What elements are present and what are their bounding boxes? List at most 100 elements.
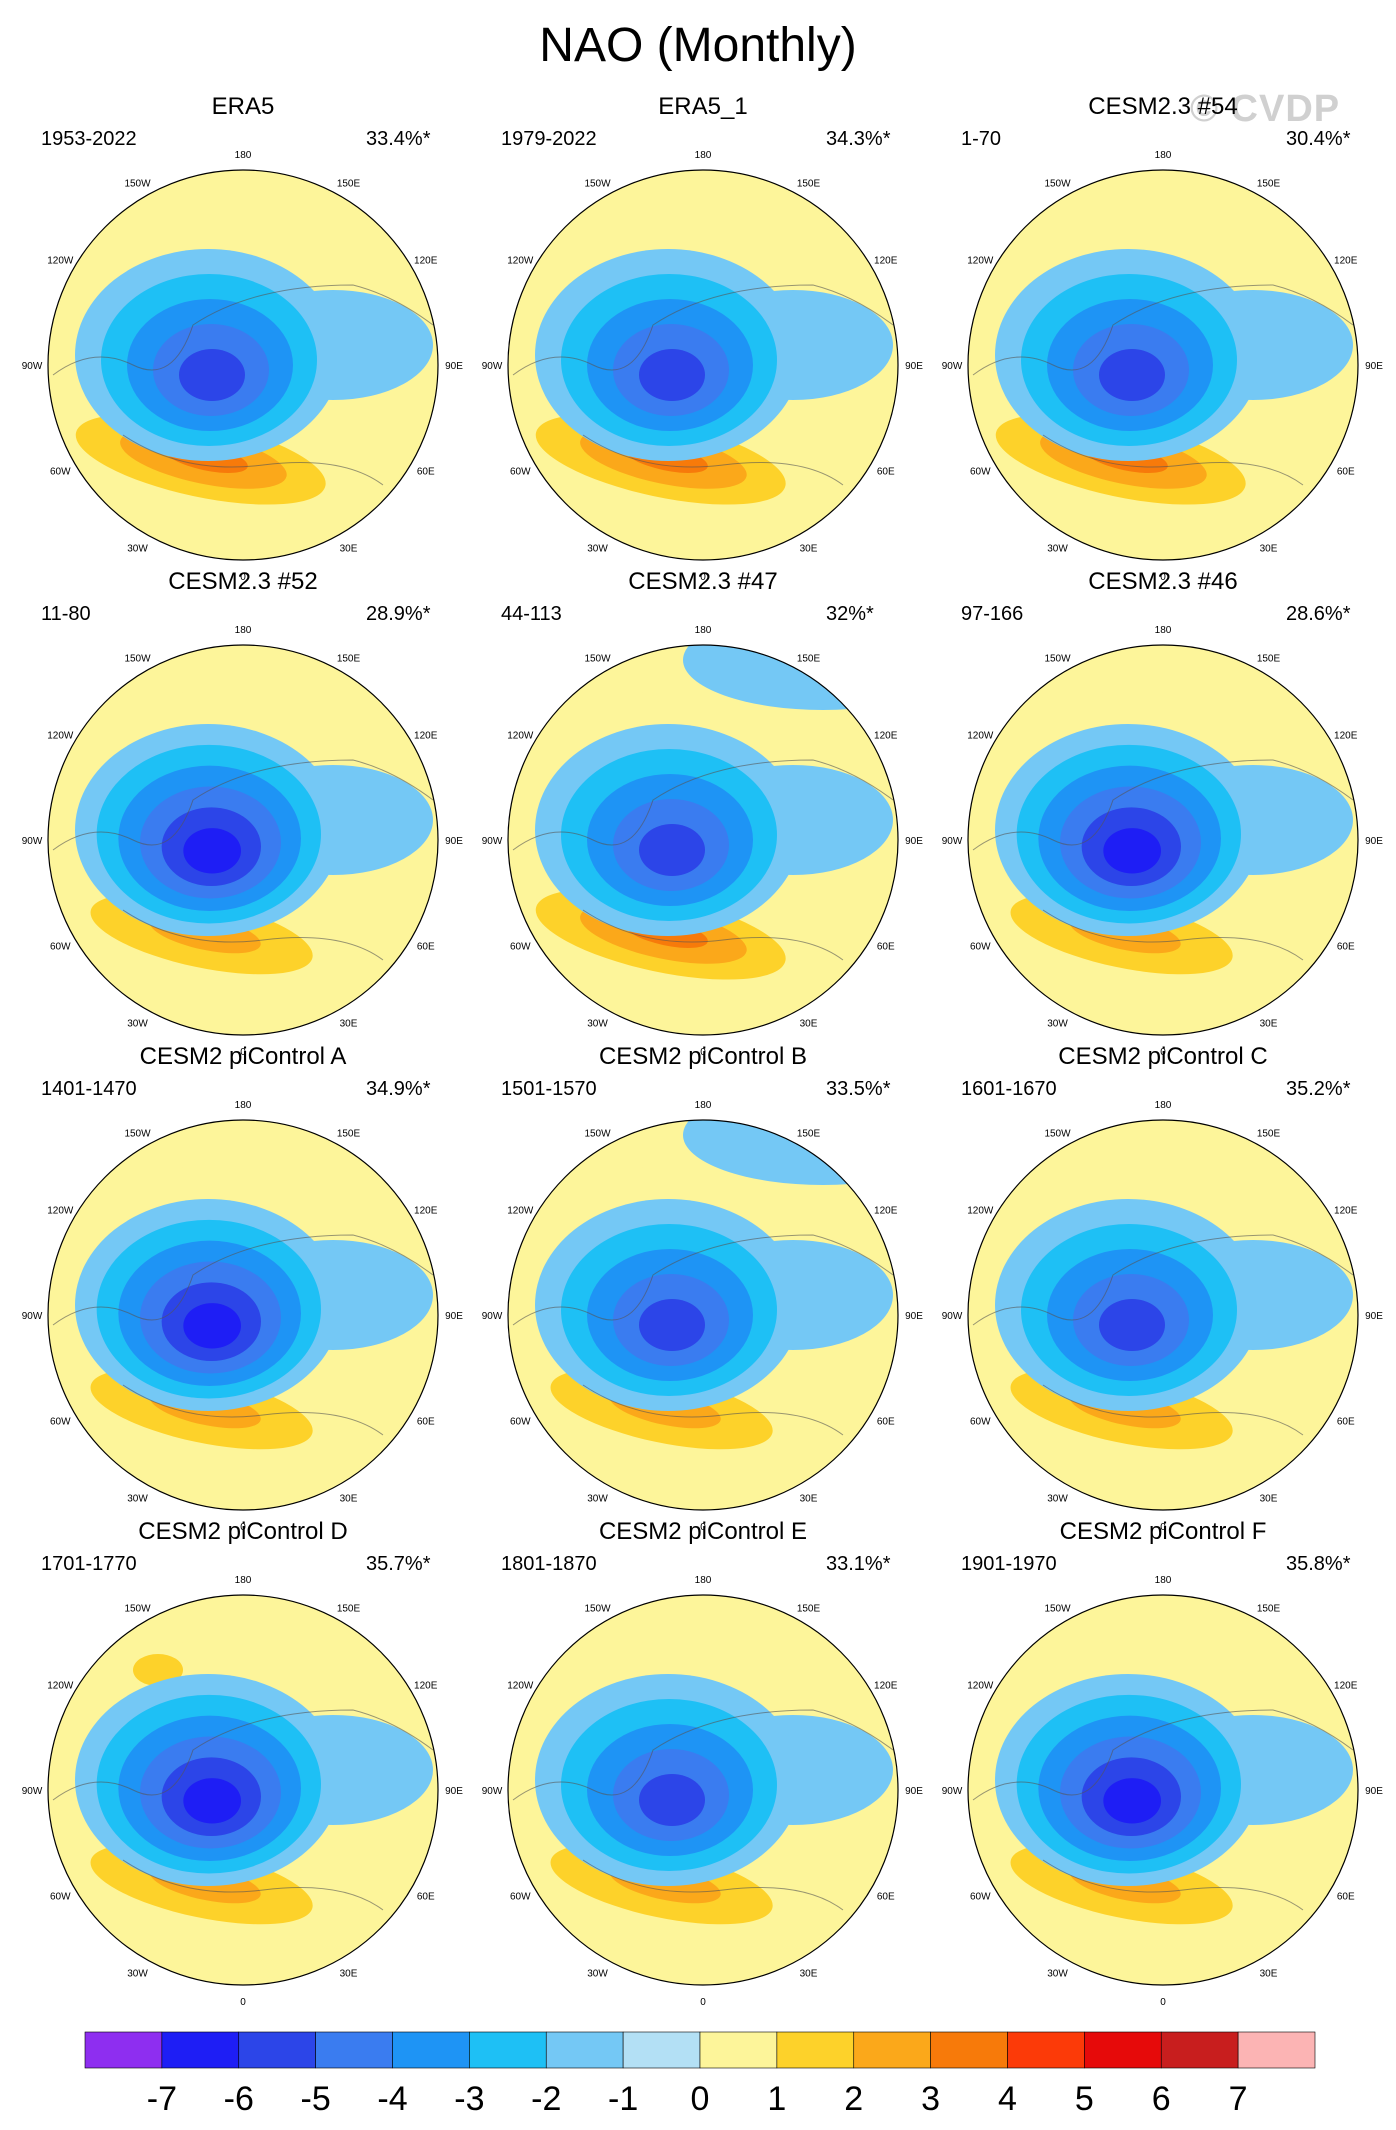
longitude-label: 150W	[584, 178, 611, 189]
longitude-label: 60E	[417, 467, 435, 478]
colorbar-tick-label: -4	[377, 2080, 407, 2118]
panel-title: ERA5_1	[658, 93, 747, 120]
map-panel: 180 150E 120E 90E 60E 30E 0 30W 60W 90W 120W 150W ER…	[22, 93, 464, 583]
longitude-label: 60W	[970, 1892, 991, 1903]
pacific-positive-contour-2	[133, 1654, 183, 1686]
panel-years: 1979-2022	[501, 128, 597, 150]
longitude-label: 150W	[1044, 1128, 1071, 1139]
longitude-label: 120E	[874, 731, 898, 742]
coastline	[972, 759, 1354, 851]
longitude-label: 90W	[22, 361, 43, 372]
arctic-negative-contour-5	[179, 349, 245, 401]
longitude-label: 60E	[877, 467, 895, 478]
longitude-label: 0	[1160, 1997, 1166, 2008]
longitude-label: 120E	[414, 731, 438, 742]
map-border	[47, 169, 439, 561]
panel-variance: 34.3%*	[826, 128, 891, 150]
colorbar-swatch	[1084, 2031, 1162, 2069]
colorbar-swatch	[545, 2031, 624, 2069]
longitude-label: 180	[235, 150, 252, 161]
coastline	[1042, 1384, 1304, 1436]
map-border	[507, 644, 899, 1036]
coastline	[972, 1709, 1354, 1801]
arctic-negative-contour-6	[1103, 828, 1161, 874]
longitude-label: 90W	[22, 1311, 43, 1322]
panel-variance: 35.8%*	[1286, 1553, 1351, 1575]
pacific-negative-anomaly	[683, 645, 898, 710]
panel-years: 11-80	[41, 603, 91, 625]
coastline	[512, 759, 894, 851]
longitude-label: 180	[1155, 1575, 1172, 1586]
longitude-label: 90E	[1365, 1311, 1383, 1322]
longitude-label: 180	[695, 625, 712, 636]
longitude-label: 60W	[50, 1892, 71, 1903]
coastline	[122, 909, 384, 961]
coastline	[1042, 1859, 1304, 1911]
longitude-label: 120E	[1334, 256, 1358, 267]
longitude-label: 150W	[124, 653, 151, 664]
main-title: NAO (Monthly)	[539, 19, 857, 72]
map-border	[507, 1119, 899, 1511]
coastline	[122, 1859, 384, 1911]
longitude-label: 150E	[337, 178, 361, 189]
colorbar-tick-label: 1	[767, 2080, 786, 2118]
colorbar-swatch	[776, 2031, 855, 2069]
longitude-label: 90E	[905, 1786, 923, 1797]
longitude-label: 120E	[414, 256, 438, 267]
colorbar: -7 -6 -5 -4 -3 -2 -1 0 1 2 3 4 5 6 7	[84, 2031, 1316, 2118]
panel-title: CESM2.3 #47	[628, 568, 777, 595]
colorbar-tick-label: 5	[1075, 2080, 1094, 2118]
longitude-label: 90W	[482, 1311, 503, 1322]
colorbar-tick-label: 4	[998, 2080, 1017, 2118]
coastline	[52, 1709, 434, 1801]
coastline	[52, 759, 434, 851]
longitude-label: 180	[1155, 625, 1172, 636]
panel-variance: 35.7%*	[366, 1553, 431, 1575]
panel-years: 1701-1770	[41, 1553, 137, 1575]
longitude-label: 120E	[874, 1681, 898, 1692]
map-panel: 180 150E 120E 90E 60E 30E 0 30W 60W 90W 120W 150W CE…	[482, 1518, 924, 2008]
longitude-label: 120W	[47, 731, 74, 742]
panel-title: CESM2 piControl C	[1058, 1043, 1267, 1070]
longitude-label: 150W	[584, 653, 611, 664]
longitude-label: 0	[1160, 1522, 1166, 1533]
longitude-label: 30W	[127, 1019, 148, 1030]
longitude-label: 180	[695, 1575, 712, 1586]
panel-years: 1-70	[961, 128, 1001, 150]
longitude-label: 60E	[1337, 467, 1355, 478]
longitude-label: 90W	[482, 1786, 503, 1797]
panel-variance: 33.5%*	[826, 1078, 891, 1100]
longitude-label: 60W	[510, 1892, 531, 1903]
map-panel: 180 150E 120E 90E 60E 30E 0 30W 60W 90W 120W 150W CE…	[22, 1043, 464, 1533]
longitude-label: 120E	[414, 1206, 438, 1217]
longitude-label: 180	[235, 625, 252, 636]
longitude-label: 60E	[1337, 1417, 1355, 1428]
colorbar-swatch	[161, 2031, 240, 2069]
panel-title: CESM2 piControl A	[140, 1043, 347, 1070]
longitude-label: 150W	[124, 1128, 151, 1139]
panel-variance: 33.4%*	[366, 128, 431, 150]
map-border	[47, 1119, 439, 1511]
longitude-label: 120W	[47, 256, 74, 267]
longitude-label: 30E	[340, 1494, 358, 1505]
longitude-label: 60E	[1337, 942, 1355, 953]
colorbar-tick-label: 3	[921, 2080, 940, 2118]
coastline	[582, 909, 844, 961]
longitude-label: 90E	[445, 836, 463, 847]
longitude-label: 0	[1160, 1047, 1166, 1058]
coastline	[972, 284, 1354, 376]
longitude-label: 30W	[127, 1969, 148, 1980]
colorbar-tick-label: -5	[301, 2080, 331, 2118]
map-border	[967, 644, 1359, 1036]
panel-variance: 34.9%*	[366, 1078, 431, 1100]
panel-years: 1501-1570	[501, 1078, 597, 1100]
colorbar-swatch	[853, 2031, 931, 2069]
longitude-label: 120E	[874, 1206, 898, 1217]
map-panel: 180 150E 120E 90E 60E 30E 0 30W 60W 90W 120W 150W CE…	[942, 1518, 1384, 2008]
longitude-label: 30W	[1047, 1969, 1068, 1980]
panel-years: 1601-1670	[961, 1078, 1057, 1100]
longitude-label: 90W	[482, 361, 503, 372]
longitude-label: 150W	[584, 1128, 611, 1139]
longitude-label: 150E	[337, 653, 361, 664]
